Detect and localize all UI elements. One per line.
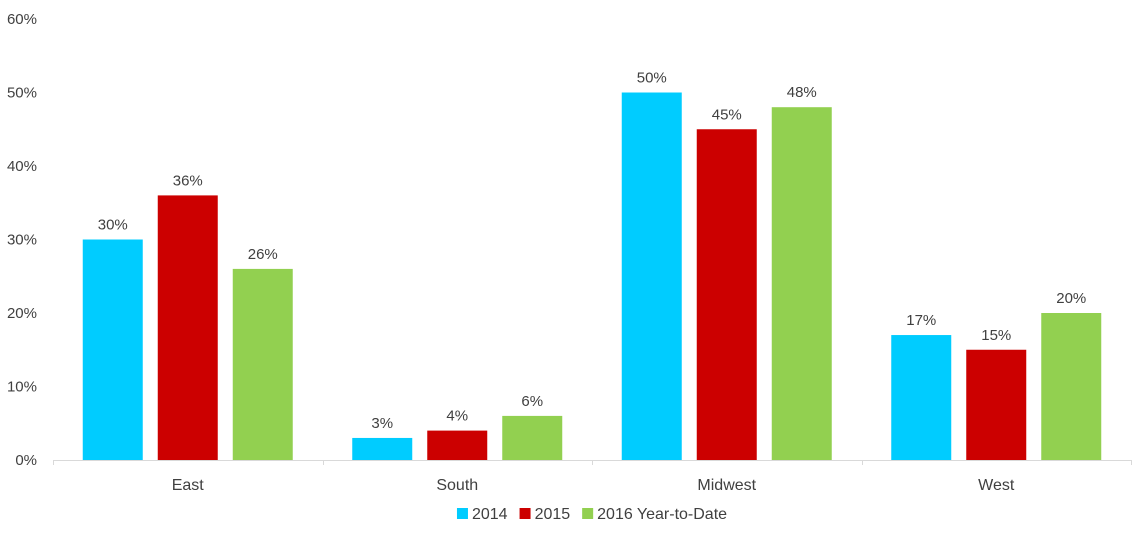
- legend-label: 2015: [535, 506, 571, 523]
- y-tick-label: 30%: [7, 232, 37, 249]
- y-tick-label: 50%: [7, 85, 37, 102]
- data-label: 26%: [248, 246, 278, 263]
- x-category-label: South: [436, 477, 478, 494]
- data-label: 6%: [521, 393, 543, 410]
- bar-east-2014: [82, 239, 143, 460]
- bar-west-2015: [966, 349, 1027, 460]
- data-label: 36%: [173, 172, 203, 189]
- x-category-label: East: [172, 477, 205, 494]
- y-tick-label: 20%: [7, 305, 37, 322]
- data-label: 4%: [446, 408, 468, 425]
- data-label: 30%: [98, 217, 128, 234]
- legend-swatch: [519, 508, 531, 519]
- bar-east-2015: [157, 195, 218, 460]
- data-label: 50%: [637, 70, 667, 87]
- data-label: 15%: [981, 327, 1011, 344]
- x-category-label: West: [978, 477, 1015, 494]
- bar-midwest-2016-year-to-date: [771, 107, 832, 460]
- data-label: 48%: [787, 84, 817, 101]
- x-category-label: Midwest: [697, 477, 756, 494]
- y-axis: 0% 10% 20% 30% 40% 50% 60%: [7, 11, 37, 469]
- bar-south-2016-year-to-date: [502, 415, 563, 460]
- bars: 30% 36% 26% 3% 4% 6% 50% 45% 48% 17% 15% 20%: [82, 70, 1102, 460]
- x-axis: East South Midwest West: [53, 460, 1132, 494]
- bar-east-2016-year-to-date: [232, 268, 293, 460]
- y-tick-label: 10%: [7, 379, 37, 396]
- legend-item: 2015: [519, 506, 571, 523]
- bar-west-2014: [891, 335, 952, 460]
- legend-swatch: [582, 508, 594, 519]
- bar-south-2015: [427, 430, 488, 460]
- y-tick-label: 40%: [7, 158, 37, 175]
- bar-west-2016-year-to-date: [1041, 313, 1102, 460]
- data-label: 20%: [1056, 290, 1086, 307]
- y-tick-label: 60%: [7, 11, 37, 28]
- legend-item: 2016 Year-to-Date: [582, 506, 727, 523]
- legend: 2014 2015 2016 Year-to-Date: [456, 506, 727, 523]
- y-tick-label: 0%: [15, 452, 37, 469]
- data-label: 17%: [906, 312, 936, 329]
- data-label: 45%: [712, 106, 742, 123]
- data-label: 3%: [371, 415, 393, 432]
- bar-midwest-2015: [696, 129, 757, 460]
- bar-south-2014: [352, 437, 413, 460]
- legend-item: 2014: [456, 506, 508, 523]
- legend-label: 2014: [472, 506, 508, 523]
- legend-swatch: [456, 508, 468, 519]
- bar-midwest-2014: [621, 92, 682, 460]
- legend-label: 2016 Year-to-Date: [597, 506, 727, 523]
